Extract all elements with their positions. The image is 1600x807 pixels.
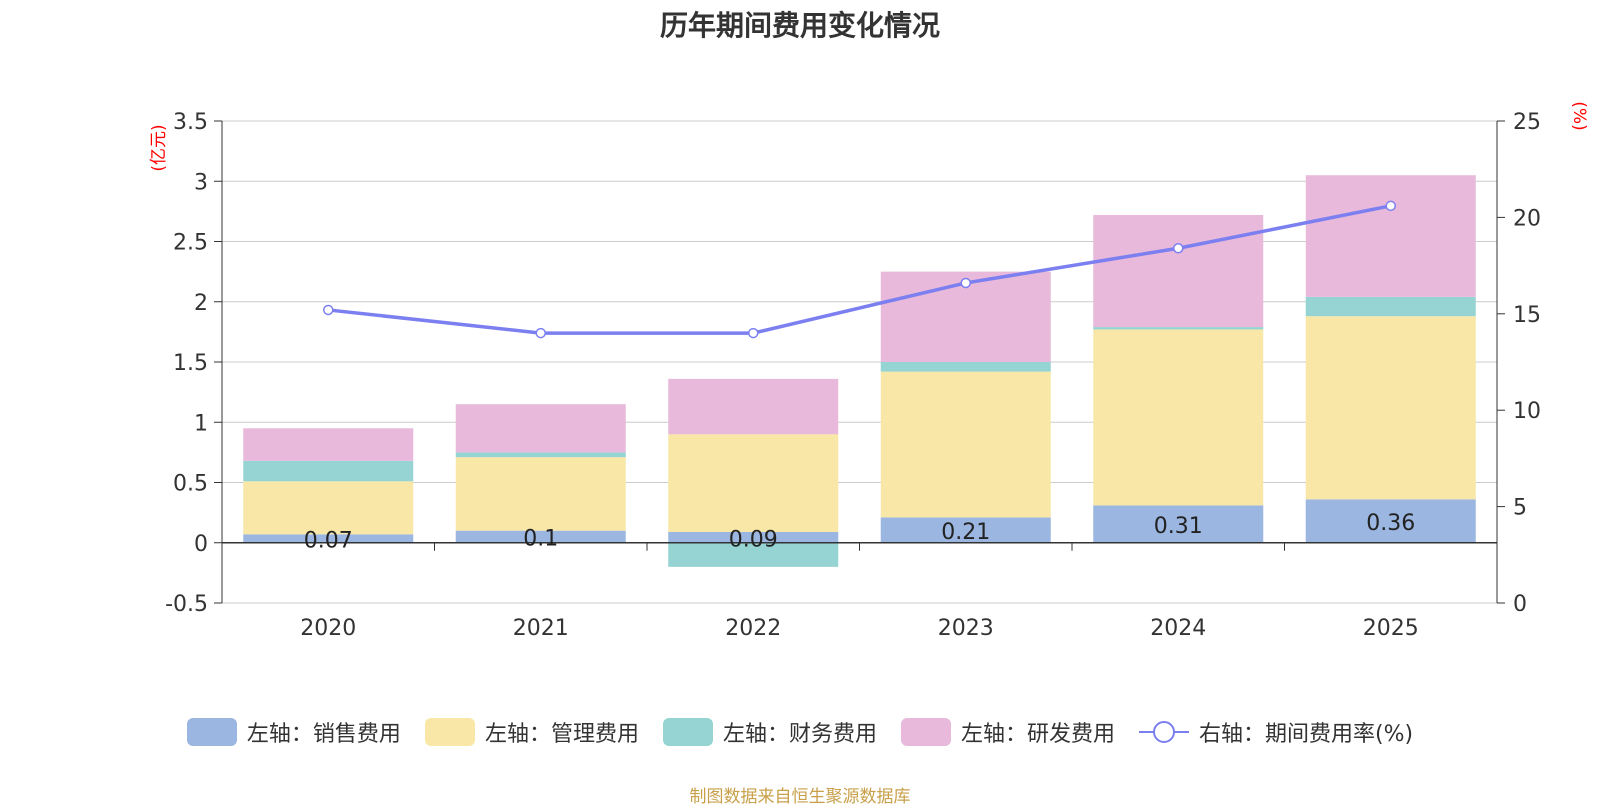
bar-segment-1-2020	[243, 481, 414, 535]
bar-segment-0-2020	[243, 534, 414, 543]
source-note: 制图数据来自恒生聚源数据库	[689, 787, 911, 807]
legend-swatch-rnd	[900, 718, 951, 746]
bar-segment-1-2022	[668, 434, 839, 532]
bar-segment-2-2022	[668, 542, 839, 567]
expense-rate-point	[748, 327, 759, 339]
bar-segment-0-2022	[668, 531, 839, 543]
legend-label-sales: 左轴：销售费用	[246, 722, 401, 747]
bar-segment-3-2021	[455, 404, 626, 453]
line-layer	[323, 200, 1396, 339]
legend-label-finance: 左轴：财务费用	[722, 722, 877, 747]
left-axis-tick-label: -0.5	[165, 592, 208, 617]
left-axis-tick-label: 2.5	[173, 231, 208, 256]
left-axis-tick-label: 3.5	[173, 110, 208, 135]
bar-segment-0-2023	[880, 517, 1051, 543]
legend-swatch-sales	[186, 718, 237, 746]
expense-rate-point	[323, 304, 334, 316]
legend-swatch-expense-rate	[1138, 721, 1189, 743]
right-axis-tick-label: 15	[1513, 303, 1541, 328]
right-axis-tick-label: 20	[1513, 206, 1541, 231]
legend-label-rnd: 左轴：研发费用	[960, 722, 1115, 747]
bar-segment-0-2021	[455, 530, 626, 543]
bar-segment-3-2020	[243, 428, 414, 461]
data-label-sales: 0.31	[1154, 514, 1203, 539]
bar-segment-3-2024	[1093, 214, 1264, 328]
data-label-sales: 0.1	[523, 527, 558, 552]
legend-item-expense-rate[interactable]: 右轴：期间费用率(%)	[1138, 716, 1414, 748]
x-axis-tick-label: 2024	[1150, 616, 1206, 641]
expense-rate-point	[535, 327, 546, 339]
data-label-sales: 0.21	[941, 520, 990, 545]
x-axis-tick-label: 2022	[725, 616, 781, 641]
x-axis-tick-label: 2020	[300, 616, 356, 641]
bar-segment-3-2025	[1305, 175, 1476, 297]
bar-segment-2-2021	[455, 452, 626, 458]
bar-segment-1-2021	[455, 457, 626, 531]
legend-item-rnd[interactable]: 左轴：研发费用	[900, 716, 1115, 748]
data-labels-layer: 0.07 0.1 0.09 0.21 0.31 0.36	[304, 511, 1415, 553]
bar-segment-2-2020	[243, 460, 414, 482]
left-axis-tick-label: 0	[194, 532, 208, 557]
expense-rate-point	[960, 277, 971, 289]
legend-swatch-finance	[662, 718, 713, 746]
x-axis-tick-label: 2021	[513, 616, 569, 641]
left-axis-tick-label: 1	[194, 411, 208, 436]
right-axis-tick-label: 25	[1513, 110, 1541, 135]
x-axis-tick-label: 2025	[1363, 616, 1419, 641]
bar-segment-3-2022	[668, 378, 839, 435]
x-axis-tick-label: 2023	[938, 616, 994, 641]
legend-label-expense-rate: 右轴：期间费用率(%)	[1198, 722, 1414, 747]
data-label-sales: 0.09	[729, 527, 778, 552]
expense-rate-point	[1173, 242, 1184, 254]
bar-segment-1-2023	[880, 371, 1051, 518]
legend-item-sales[interactable]: 左轴：销售费用	[186, 716, 401, 748]
legend-item-admin[interactable]: 左轴：管理费用	[424, 716, 639, 748]
legend-item-finance[interactable]: 左轴：财务费用	[662, 716, 877, 748]
data-label-sales: 0.07	[304, 529, 353, 554]
bar-segment-2-2023	[880, 362, 1051, 372]
bar-segment-0-2025	[1305, 499, 1476, 543]
right-axis-tick-label: 5	[1513, 496, 1527, 521]
right-axis-tick-label: 0	[1513, 592, 1527, 617]
expense-rate-line	[328, 204, 1392, 335]
bar-segment-0-2024	[1093, 505, 1264, 543]
bar-segment-1-2024	[1093, 329, 1264, 506]
bar-segment-2-2025	[1305, 296, 1476, 317]
bars-layer	[243, 175, 1476, 567]
left-axis-tick-label: 2	[194, 291, 208, 316]
left-axis-tick-label: 3	[194, 170, 208, 195]
legend-swatch-admin	[424, 718, 475, 746]
legend: 左轴：销售费用 左轴：管理费用 左轴：财务费用 左轴：研发费用 右轴：期间费用率…	[0, 716, 1600, 748]
left-axis-tick-label: 0.5	[173, 472, 208, 497]
data-label-sales: 0.36	[1366, 511, 1415, 536]
bar-segment-1-2025	[1305, 316, 1476, 500]
bar-segment-2-2024	[1093, 327, 1264, 330]
legend-label-admin: 左轴：管理费用	[484, 722, 639, 747]
right-axis-tick-label: 10	[1513, 399, 1541, 424]
left-axis-tick-label: 1.5	[173, 351, 208, 376]
left-axis-unit: (亿元)	[149, 124, 169, 171]
expense-rate-point	[1385, 200, 1396, 212]
chart-title: 历年期间费用变化情况	[659, 9, 940, 42]
right-axis-unit: (%)	[1569, 101, 1589, 130]
